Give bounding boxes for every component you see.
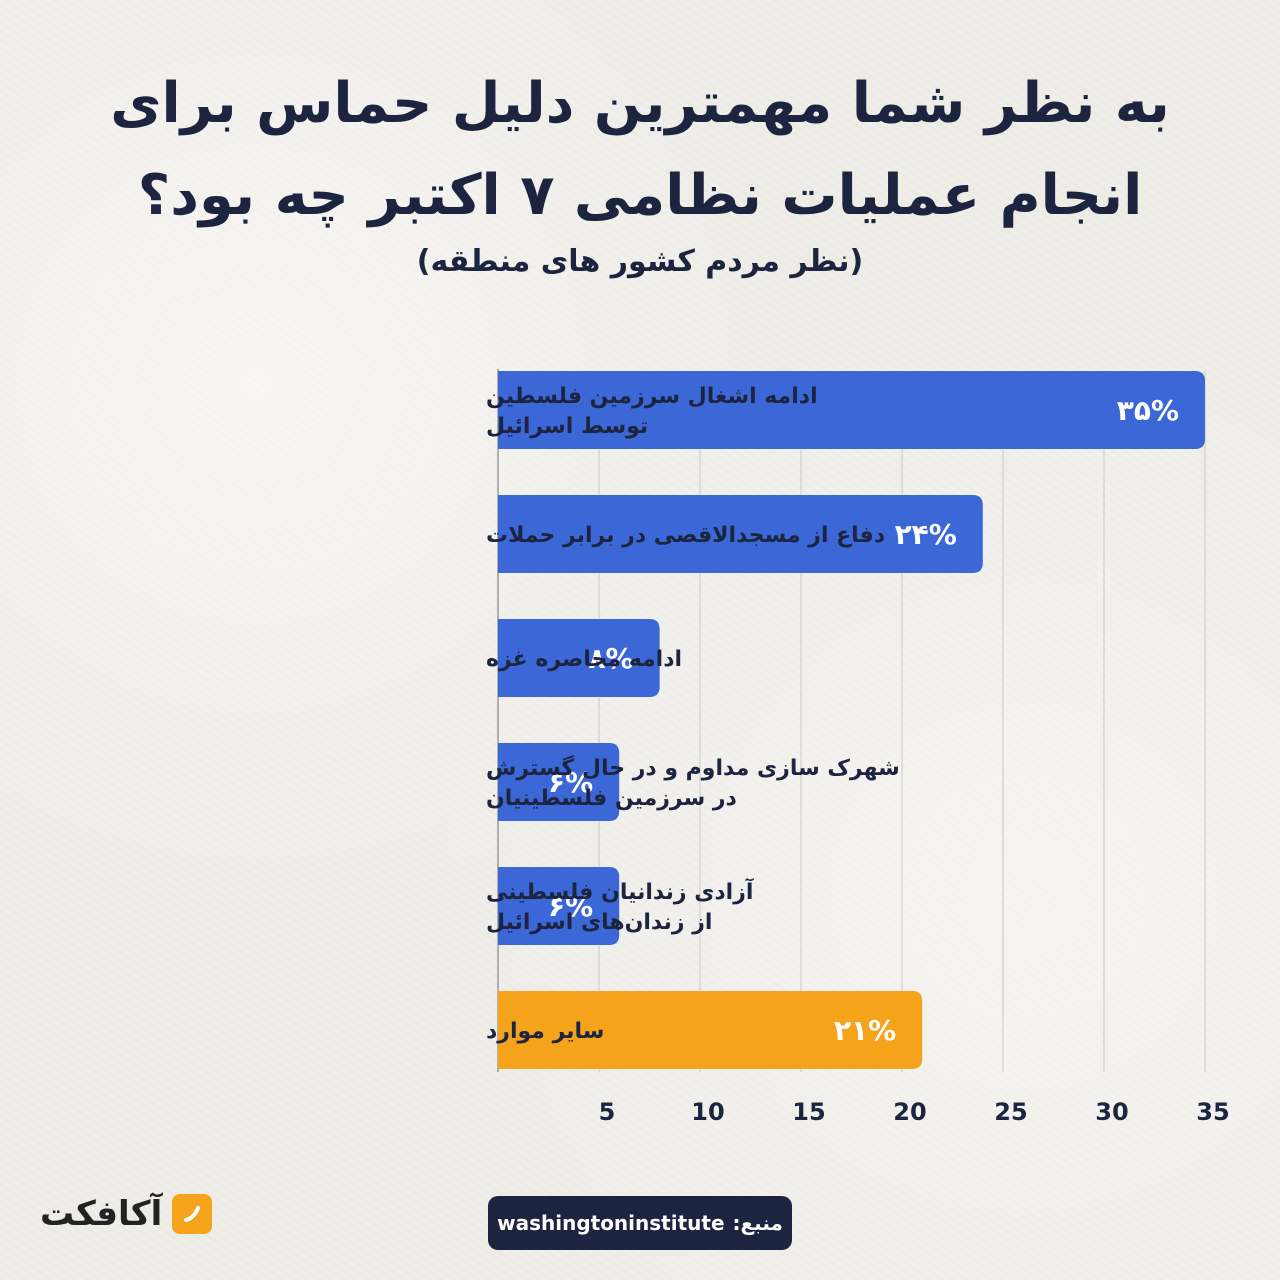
chart-title: به نظر شما مهمترین دلیل حماس برای انجام … bbox=[60, 58, 1220, 242]
chart-title-line-2: انجام عملیات نظامی ۷ اکتبر چه بود؟ bbox=[137, 163, 1143, 228]
x-tick-label: 20 bbox=[893, 1098, 926, 1126]
bar-value-label: ۶% bbox=[548, 890, 593, 923]
bar-value-label: ۸% bbox=[588, 642, 633, 675]
x-tick-label: 30 bbox=[1095, 1098, 1128, 1126]
category-label: در سرزمین فلسطینیان bbox=[486, 786, 737, 811]
bar-value-label: ۶% bbox=[548, 766, 593, 799]
bar bbox=[498, 371, 1205, 449]
x-tick-label: 25 bbox=[994, 1098, 1027, 1126]
source-badge: washingtoninstitute منبع: bbox=[488, 1196, 792, 1250]
category-label: شهرک سازی مداوم و در حال گسترش bbox=[486, 754, 900, 781]
bar-value-label: ۳۵% bbox=[1117, 394, 1179, 427]
chart-title-line-1: به نظر شما مهمترین دلیل حماس برای bbox=[110, 71, 1170, 136]
bar bbox=[498, 743, 620, 821]
category-label: دفاع از مسجدالاقصی در برابر حملات bbox=[486, 523, 885, 548]
x-tick-label: 15 bbox=[792, 1098, 825, 1126]
source-label: منبع: bbox=[732, 1211, 783, 1235]
category-label: ادامه اشغال سرزمین فلسطین bbox=[486, 384, 818, 409]
x-tick-label: 5 bbox=[599, 1098, 616, 1126]
source-value: washingtoninstitute bbox=[497, 1211, 725, 1235]
category-label: ادامه محاصره غزه bbox=[486, 647, 682, 672]
bar bbox=[498, 495, 983, 573]
bar bbox=[498, 619, 660, 697]
category-label: آزادی زندانیان فلسطینی bbox=[486, 877, 754, 905]
x-tick-label: 10 bbox=[691, 1098, 724, 1126]
brand-logo-text: آکافکت bbox=[40, 1194, 163, 1234]
bar bbox=[498, 991, 923, 1069]
brand-mark-icon bbox=[172, 1194, 213, 1234]
category-label: سایر موارد bbox=[486, 1019, 604, 1044]
bar-value-label: ۲۱% bbox=[834, 1014, 896, 1047]
bar-value-label: ۲۴% bbox=[895, 518, 957, 551]
bar-chart: ۳۵% ادامه اشغال سرزمین فلسطین توسط اسرائیل… bbox=[486, 369, 1230, 1126]
x-tick-label: 35 bbox=[1196, 1098, 1229, 1126]
category-label: از زندان‌های اسرائیل bbox=[486, 910, 712, 935]
category-label: توسط اسرائیل bbox=[486, 414, 648, 439]
brand-logo: آکافکت bbox=[40, 1188, 213, 1240]
chart-subtitle: (نظر مردم کشور های منطقه) bbox=[416, 244, 864, 279]
bar bbox=[498, 867, 620, 945]
